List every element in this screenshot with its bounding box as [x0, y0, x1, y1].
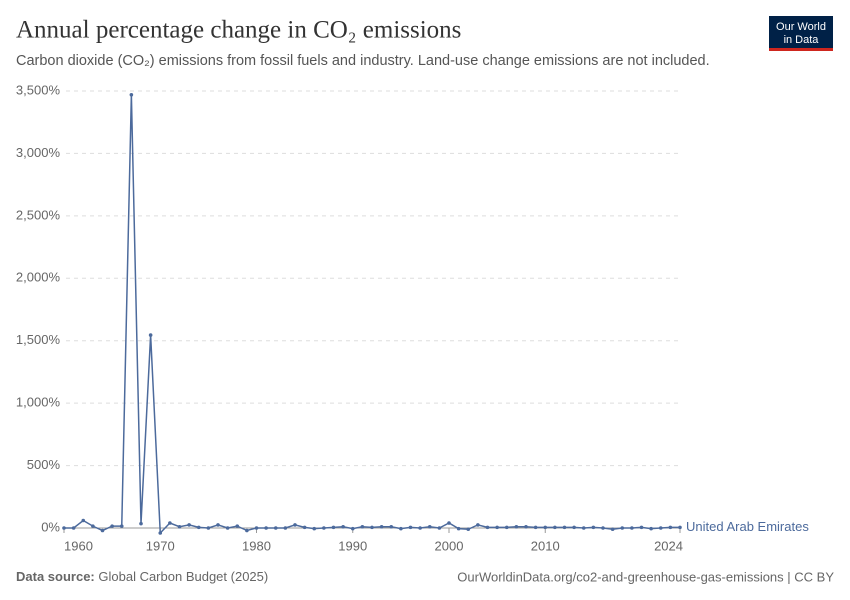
y-tick-label: 1,000% — [16, 395, 61, 410]
data-point — [148, 333, 153, 337]
data-point — [158, 531, 163, 535]
data-point — [533, 525, 538, 530]
data-point — [678, 525, 682, 530]
data-point — [591, 525, 596, 530]
data-point — [485, 525, 490, 530]
data-point — [341, 524, 345, 529]
y-tick-label: 1,500% — [16, 332, 61, 347]
data-point — [504, 525, 509, 530]
data-point — [379, 524, 384, 529]
data-point — [100, 528, 105, 533]
data-point — [562, 525, 567, 530]
data-point — [427, 524, 432, 529]
data-point — [187, 523, 191, 527]
data-point — [254, 526, 259, 530]
data-point — [81, 518, 86, 523]
logo-text: in Data — [784, 34, 820, 46]
data-point — [177, 524, 182, 529]
x-tick-label: 2010 — [531, 538, 560, 553]
data-point — [360, 524, 365, 529]
data-point — [601, 526, 605, 530]
data-point — [418, 526, 422, 530]
data-point — [495, 525, 499, 530]
logo-text: Our World — [776, 21, 826, 33]
data-point — [350, 526, 355, 531]
y-tick-label: 2,500% — [16, 207, 61, 222]
data-point — [639, 525, 644, 530]
data-point — [168, 521, 172, 525]
data-point — [312, 526, 317, 531]
x-tick-label: 2024 — [654, 538, 683, 553]
data-point — [370, 525, 374, 530]
data-point — [408, 525, 413, 530]
data-point — [437, 526, 442, 530]
data-point — [196, 525, 201, 530]
data-point — [216, 523, 220, 527]
data-point — [110, 524, 114, 528]
data-point — [302, 525, 307, 530]
data-point — [119, 524, 124, 528]
y-tick-label: 2,000% — [16, 270, 61, 285]
logo[interactable]: Our World in Data — [769, 16, 833, 51]
series-line — [64, 94, 680, 535]
data-point — [139, 521, 143, 526]
data-point — [456, 526, 461, 531]
data-point — [71, 526, 76, 530]
logo-stripe — [769, 48, 833, 51]
data-point — [524, 524, 528, 529]
data-point — [331, 525, 336, 530]
data-point — [581, 526, 586, 530]
data-point — [543, 525, 548, 530]
url[interactable]: OurWorldinData.org/co2-and-greenhouse-ga… — [457, 569, 834, 584]
x-tick-label: 1990 — [338, 538, 367, 553]
x-tick-label: 1960 — [64, 538, 93, 553]
data-point — [283, 526, 288, 530]
data-point — [514, 524, 519, 529]
data-point — [273, 526, 278, 530]
data-point — [245, 528, 249, 533]
data-point — [264, 526, 268, 530]
data-point — [129, 92, 134, 97]
data-point — [649, 526, 653, 531]
data-point — [293, 523, 297, 527]
data-point — [389, 524, 394, 529]
chart-title: Annual percentage change in CO₂ emission… — [16, 17, 461, 44]
data-point — [235, 524, 240, 528]
data-point — [553, 525, 557, 530]
logo-box — [769, 16, 833, 50]
data-point — [206, 526, 211, 530]
data-point — [630, 526, 634, 530]
y-tick-label: 3,500% — [16, 82, 61, 97]
chart-subtitle: Carbon dioxide (CO₂) emissions from foss… — [16, 53, 710, 69]
data-point — [476, 523, 480, 527]
data-point — [610, 527, 615, 532]
data-point — [62, 526, 66, 530]
data-point — [225, 526, 230, 530]
footer: Data source: Global Carbon Budget (2025) — [16, 569, 268, 584]
data-point — [658, 526, 663, 530]
x-tick-label: 1980 — [242, 538, 271, 553]
series-label: United Arab Emirates — [686, 519, 809, 534]
y-tick-label: 500% — [27, 457, 61, 472]
data-point — [91, 524, 95, 528]
x-tick-label: 2000 — [435, 538, 464, 553]
x-tick-label: 1970 — [146, 538, 175, 553]
y-tick-label: 3,000% — [16, 145, 61, 160]
data-point — [572, 525, 576, 530]
source: Global Carbon Budget (2025) — [98, 569, 268, 584]
data-point — [322, 526, 326, 530]
data-point — [620, 526, 625, 530]
data-point — [447, 521, 451, 525]
y-tick-label: 0% — [41, 519, 60, 534]
data-point — [668, 525, 673, 530]
source-label: Data source: — [16, 569, 95, 584]
data-point — [399, 526, 403, 531]
data-point — [466, 527, 471, 532]
